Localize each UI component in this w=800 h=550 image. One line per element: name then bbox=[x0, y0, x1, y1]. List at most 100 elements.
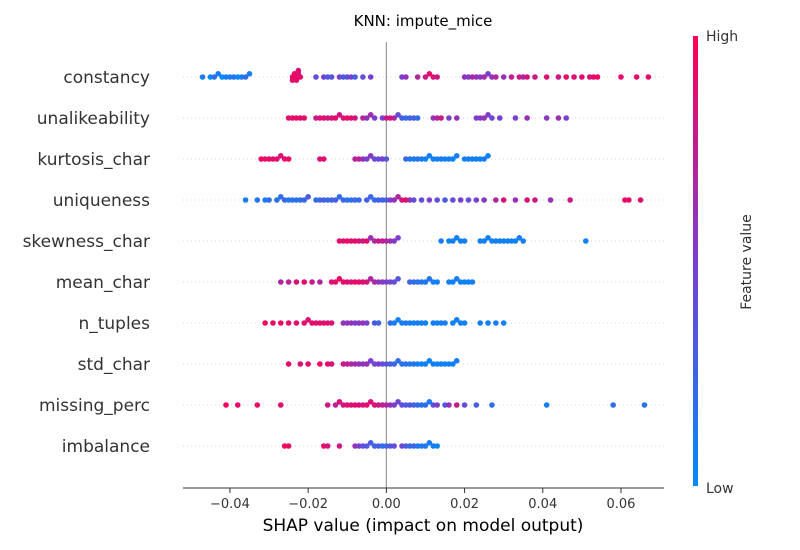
shap-point bbox=[348, 238, 354, 244]
shap-point bbox=[430, 74, 437, 80]
shap-point bbox=[410, 443, 417, 449]
shap-point bbox=[434, 402, 440, 408]
shap-point bbox=[430, 115, 437, 121]
shap-point bbox=[363, 320, 370, 326]
shap-point bbox=[407, 115, 413, 121]
shap-point bbox=[434, 115, 440, 121]
x-tick-label: 0.02 bbox=[450, 497, 479, 512]
shap-point bbox=[352, 361, 358, 367]
shap-point bbox=[313, 74, 319, 80]
shap-point bbox=[450, 320, 456, 326]
shap-point bbox=[414, 320, 421, 326]
shap-point bbox=[387, 115, 394, 121]
shap-point bbox=[242, 197, 249, 203]
shap-point bbox=[360, 402, 366, 408]
shap-point bbox=[375, 402, 382, 408]
shap-point bbox=[234, 402, 241, 408]
shap-point bbox=[500, 238, 507, 244]
shap-point bbox=[410, 279, 417, 285]
shap-point bbox=[375, 443, 382, 449]
shap-point bbox=[367, 399, 374, 405]
shap-point bbox=[457, 320, 464, 326]
shap-point bbox=[618, 74, 624, 80]
shap-point bbox=[543, 115, 550, 121]
shap-point bbox=[391, 115, 397, 121]
shap-point bbox=[442, 402, 448, 408]
shap-point bbox=[277, 402, 284, 408]
shap-point bbox=[363, 402, 370, 408]
shap-point bbox=[352, 320, 358, 326]
shap-point bbox=[387, 279, 394, 285]
shap-point bbox=[363, 279, 370, 285]
shap-point bbox=[426, 358, 433, 364]
shap-point bbox=[313, 197, 319, 203]
shap-point bbox=[383, 402, 390, 408]
shap-point bbox=[363, 238, 370, 244]
x-tick-label: 0.06 bbox=[607, 497, 636, 512]
shap-point bbox=[340, 320, 347, 326]
shap-point bbox=[266, 197, 272, 203]
shap-point bbox=[473, 115, 480, 121]
shap-point bbox=[461, 320, 468, 326]
feature-label: kurtosis_char bbox=[37, 150, 150, 170]
shap-point bbox=[485, 235, 491, 241]
shap-point bbox=[352, 115, 358, 121]
shap-point bbox=[512, 238, 519, 244]
shap-point bbox=[356, 238, 362, 244]
shap-point bbox=[407, 320, 413, 326]
shap-point bbox=[512, 115, 519, 121]
shap-point bbox=[579, 74, 585, 80]
shap-point bbox=[219, 74, 225, 80]
shap-point bbox=[391, 238, 397, 244]
shap-point bbox=[297, 197, 304, 203]
shap-point bbox=[489, 402, 495, 408]
shap-point bbox=[532, 197, 538, 203]
shap-point bbox=[391, 197, 397, 203]
shap-point bbox=[410, 361, 417, 367]
colorbar-high-label: High bbox=[706, 29, 738, 45]
shap-point bbox=[285, 197, 292, 203]
shap-point bbox=[270, 320, 276, 326]
shap-point bbox=[473, 156, 480, 162]
shap-point bbox=[317, 197, 323, 203]
shap-point bbox=[407, 156, 413, 162]
shap-point bbox=[410, 197, 417, 203]
shap-point bbox=[375, 279, 382, 285]
shap-point bbox=[395, 317, 401, 323]
shap-point bbox=[481, 156, 487, 162]
shap-point bbox=[500, 74, 507, 80]
shap-point bbox=[317, 320, 323, 326]
shap-point bbox=[332, 197, 339, 203]
shap-point bbox=[352, 74, 358, 80]
shap-point bbox=[360, 115, 366, 121]
shap-point bbox=[262, 197, 268, 203]
shap-point bbox=[567, 197, 573, 203]
shap-point bbox=[403, 197, 409, 203]
shap-point bbox=[508, 238, 515, 244]
shap-point bbox=[324, 197, 331, 203]
shap-point bbox=[344, 402, 351, 408]
shap-point bbox=[317, 361, 323, 367]
shap-point bbox=[363, 361, 370, 367]
shap-point bbox=[371, 443, 378, 449]
feature-label: n_tuples bbox=[78, 314, 150, 334]
feature-label: mean_char bbox=[56, 273, 150, 293]
shap-point bbox=[582, 238, 589, 244]
shap-point bbox=[356, 361, 362, 367]
shap-point bbox=[336, 194, 343, 200]
shap-point bbox=[500, 197, 507, 203]
shap-point bbox=[438, 361, 444, 367]
shap-point bbox=[418, 361, 425, 367]
shap-point bbox=[324, 361, 331, 367]
shap-point bbox=[446, 238, 452, 244]
chart-title: KNN: impute_mice bbox=[354, 12, 493, 31]
shap-point bbox=[387, 443, 394, 449]
shap-point bbox=[500, 320, 507, 326]
shap-point bbox=[438, 156, 444, 162]
x-axis-label: SHAP value (impact on model output) bbox=[263, 516, 584, 536]
shap-point bbox=[227, 74, 233, 80]
shap-point bbox=[336, 443, 343, 449]
shap-point bbox=[403, 443, 409, 449]
shap-point bbox=[422, 320, 429, 326]
shap-point bbox=[450, 156, 456, 162]
